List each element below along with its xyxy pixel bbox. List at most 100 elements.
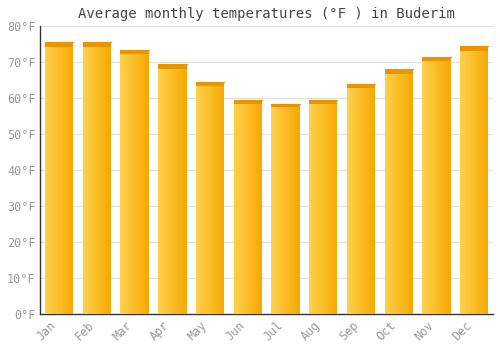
Bar	[352, 84, 354, 314]
Bar	[486, 46, 487, 314]
Bar	[91, 42, 92, 314]
Bar	[122, 50, 124, 314]
Bar	[72, 42, 74, 314]
Bar	[320, 100, 321, 314]
Bar	[442, 57, 443, 314]
Bar	[178, 64, 179, 314]
Bar	[279, 104, 280, 314]
Bar	[356, 84, 357, 314]
Bar	[310, 100, 312, 314]
Bar	[53, 42, 54, 314]
Bar	[60, 42, 62, 314]
Bar	[294, 104, 295, 314]
Bar	[145, 50, 146, 314]
Bar	[222, 82, 223, 314]
Bar	[132, 50, 134, 314]
Bar	[282, 104, 284, 314]
Bar	[94, 42, 95, 314]
Bar	[333, 100, 334, 314]
Bar	[286, 104, 287, 314]
Bar	[330, 100, 331, 314]
Bar	[475, 46, 476, 314]
Bar	[315, 100, 316, 314]
Bar	[66, 42, 67, 314]
Bar	[336, 100, 337, 314]
Bar	[245, 100, 246, 314]
Bar	[294, 104, 296, 314]
Bar	[460, 46, 462, 314]
Bar	[358, 84, 359, 314]
Bar	[208, 82, 210, 314]
Bar	[223, 82, 224, 314]
Bar	[159, 64, 160, 314]
Bar	[384, 69, 386, 314]
Bar	[237, 100, 238, 314]
Bar	[282, 104, 283, 314]
Bar	[347, 84, 348, 314]
Bar	[405, 69, 406, 314]
Bar	[58, 42, 59, 314]
Bar	[217, 82, 218, 314]
Bar	[347, 84, 375, 88]
Bar	[95, 42, 96, 314]
Bar	[146, 50, 148, 314]
Bar	[476, 46, 477, 314]
Bar	[374, 84, 375, 314]
Bar	[104, 42, 106, 314]
Bar	[396, 69, 398, 314]
Bar	[158, 64, 186, 69]
Bar	[314, 100, 315, 314]
Bar	[403, 69, 404, 314]
Bar	[97, 42, 98, 314]
Bar	[205, 82, 206, 314]
Bar	[460, 46, 461, 314]
Bar	[109, 42, 110, 314]
Bar	[391, 69, 392, 314]
Bar	[422, 57, 423, 314]
Bar	[291, 104, 292, 314]
Bar	[216, 82, 217, 314]
Bar	[234, 100, 235, 314]
Bar	[360, 84, 361, 314]
Bar	[473, 46, 474, 314]
Bar	[487, 46, 488, 314]
Bar	[407, 69, 408, 314]
Bar	[480, 46, 482, 314]
Bar	[460, 46, 488, 51]
Bar	[470, 46, 472, 314]
Bar	[479, 46, 480, 314]
Bar	[204, 82, 205, 314]
Bar	[440, 57, 442, 314]
Bar	[162, 64, 163, 314]
Bar	[141, 50, 142, 314]
Bar	[215, 82, 216, 314]
Bar	[278, 104, 279, 314]
Bar	[485, 46, 486, 314]
Bar	[373, 84, 374, 314]
Bar	[430, 57, 431, 314]
Bar	[348, 84, 349, 314]
Bar	[327, 100, 328, 314]
Bar	[107, 42, 108, 314]
Bar	[211, 82, 212, 314]
Bar	[448, 57, 449, 314]
Bar	[178, 64, 180, 314]
Bar	[171, 64, 172, 314]
Bar	[443, 57, 444, 314]
Bar	[180, 64, 181, 314]
Bar	[365, 84, 366, 314]
Bar	[169, 64, 170, 314]
Bar	[326, 100, 327, 314]
Bar	[144, 50, 146, 314]
Bar	[101, 42, 102, 314]
Bar	[206, 82, 208, 314]
Bar	[290, 104, 291, 314]
Bar	[398, 69, 399, 314]
Bar	[139, 50, 140, 314]
Bar	[277, 104, 278, 314]
Bar	[235, 100, 236, 314]
Bar	[273, 104, 274, 314]
Bar	[214, 82, 215, 314]
Bar	[210, 82, 211, 314]
Bar	[336, 100, 338, 314]
